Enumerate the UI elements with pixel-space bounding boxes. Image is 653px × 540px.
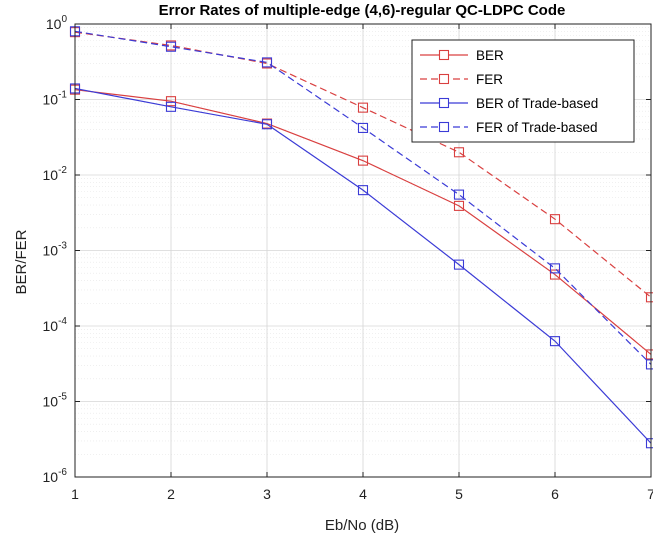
- data-point: [261, 119, 273, 130]
- series-line: [74, 87, 652, 444]
- data-point: [549, 336, 561, 347]
- series-line: [74, 30, 652, 365]
- y-tick-label: 10-5: [43, 392, 68, 410]
- legend-marker: [438, 97, 450, 109]
- y-tick-label: 10-1: [43, 90, 68, 108]
- y-axis-label: BER/FER: [13, 229, 30, 294]
- data-point: [357, 185, 369, 196]
- legend-item: FER of Trade-based: [420, 120, 598, 135]
- legend-label: BER: [476, 48, 504, 63]
- x-tick-label: 4: [359, 486, 367, 502]
- legend-marker: [438, 49, 450, 61]
- series-line: [74, 31, 652, 298]
- data-point: [165, 96, 177, 107]
- data-point: [261, 57, 273, 68]
- y-tick-label: 100: [46, 14, 68, 32]
- y-tick-label: 10-4: [43, 316, 68, 334]
- legend: BER FER BER of Trade-based FER of Trade-bas…: [411, 39, 635, 143]
- x-tick-label: 3: [263, 486, 271, 502]
- data-point: [165, 41, 177, 52]
- series-line: [74, 89, 652, 355]
- data-point: [549, 214, 561, 225]
- data-point: [357, 155, 369, 166]
- tick-labels: 1 2 3 4 5 6 7 10-6 10-5 10-4 10-3 10-2 10-1 100: [43, 14, 653, 502]
- data-point: [165, 101, 177, 112]
- x-tick-label: 6: [551, 486, 559, 502]
- legend-item: FER: [420, 72, 503, 87]
- legend-label: BER of Trade-based: [476, 96, 598, 111]
- data-point: [549, 263, 561, 274]
- data-point: [357, 102, 369, 113]
- data-point: [549, 269, 561, 280]
- y-tick-label: 10-6: [43, 467, 68, 485]
- x-tick-label: 7: [647, 486, 653, 502]
- x-axis-label: Eb/No (dB): [325, 517, 399, 534]
- legend-marker: [438, 73, 450, 85]
- data-point: [453, 189, 465, 200]
- data-point: [453, 200, 465, 211]
- data-point: [453, 259, 465, 270]
- x-tick-label: 1: [71, 486, 79, 502]
- legend-marker: [438, 121, 450, 133]
- legend-label: FER: [476, 72, 503, 87]
- legend-item: BER of Trade-based: [420, 96, 598, 111]
- data-point: [453, 147, 465, 158]
- x-tick-label: 5: [455, 486, 463, 502]
- x-tick-label: 2: [167, 486, 175, 502]
- data-point: [645, 359, 653, 370]
- legend-item: BER: [420, 48, 504, 63]
- y-tick-label: 10-2: [43, 165, 68, 183]
- legend-label: FER of Trade-based: [476, 120, 598, 135]
- y-tick-label: 10-3: [43, 241, 68, 259]
- chart-title: Error Rates of multiple-edge (4,6)-regul…: [159, 2, 566, 19]
- data-point: [357, 122, 369, 133]
